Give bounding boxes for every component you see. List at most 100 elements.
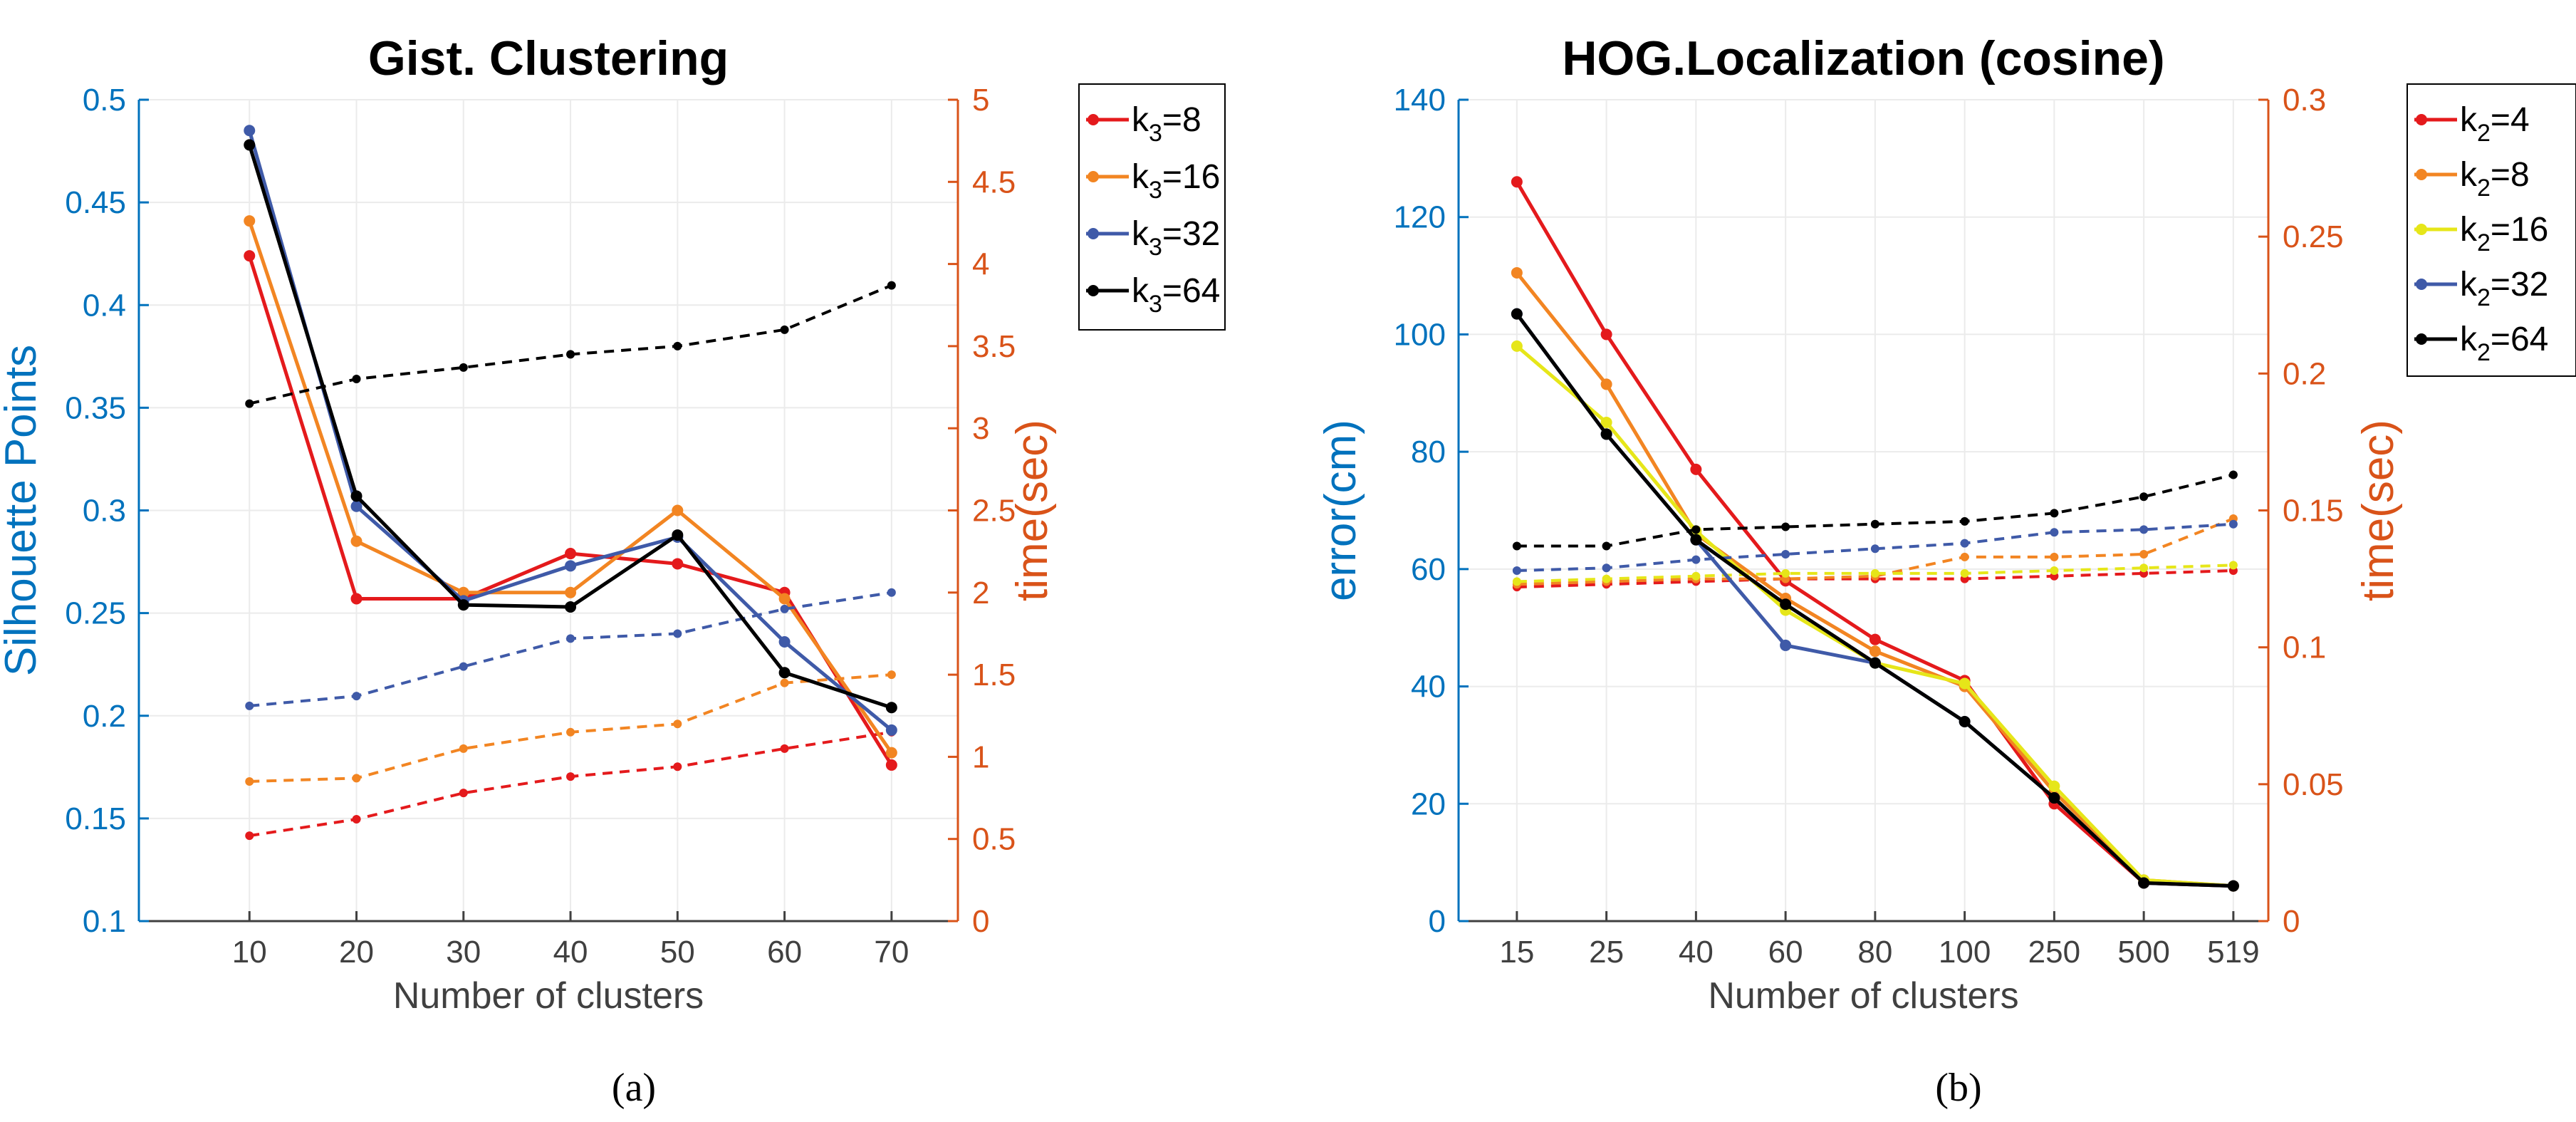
legend-label-sub: 2: [2477, 229, 2491, 256]
right-tick-label: 0.15: [2283, 494, 2344, 529]
x-tick-label: 70: [874, 935, 909, 970]
x-tick-label: 80: [1857, 935, 1892, 970]
left-tick-label: 0.1: [83, 904, 126, 939]
time-point: [1602, 541, 1611, 551]
time-point: [459, 744, 468, 753]
right-tick-label: 0.5: [972, 822, 1016, 857]
chart-title: Gist. Clustering: [368, 31, 729, 85]
x-tick-label: 10: [232, 935, 267, 970]
time-point: [352, 774, 361, 783]
legend-label-value: =64: [2491, 321, 2548, 358]
value-point: [350, 490, 363, 502]
legend-entry: k2=64: [2414, 321, 2548, 366]
x-tick-label: 40: [1679, 935, 1714, 970]
value-point: [350, 593, 363, 605]
time-point: [352, 375, 361, 384]
legend-label-sub: 3: [1149, 234, 1162, 261]
left-tick-label: 0.25: [65, 596, 126, 631]
time-point: [1602, 563, 1611, 573]
value-point: [1780, 639, 1792, 651]
time-point: [1781, 522, 1790, 531]
time-point: [1870, 544, 1879, 554]
x-tick-label: 250: [2028, 935, 2080, 970]
time-point: [2050, 509, 2059, 518]
legend-label-value: =8: [2491, 156, 2530, 194]
value-point: [1869, 633, 1881, 645]
legend-label-sub: 3: [1149, 177, 1162, 204]
legend-label: k3=32: [1132, 215, 1220, 261]
legend-label-value: =32: [1162, 215, 1220, 253]
legend-label: k2=16: [2460, 211, 2548, 256]
value-point: [2138, 877, 2150, 889]
time-point: [673, 629, 682, 638]
chart-caption: (a): [612, 1066, 656, 1110]
x-tick-label: 519: [2207, 935, 2259, 970]
value-point: [565, 586, 577, 598]
legend-entry: k2=32: [2414, 266, 2548, 311]
value-point: [778, 593, 791, 605]
legend-label-base: k: [1132, 101, 1149, 139]
right-axis-title: time(sec): [2354, 420, 2403, 601]
legend-entry: k2=16: [2414, 211, 2548, 256]
legend-label-base: k: [2460, 211, 2478, 249]
right-tick-label: 0.25: [2283, 219, 2344, 254]
time-point: [2228, 519, 2238, 529]
value-point: [885, 724, 897, 736]
legend-swatch-marker: [1088, 171, 1099, 182]
x-axis-title: Number of clusters: [393, 975, 704, 1017]
value-point: [1600, 328, 1612, 341]
right-tick-label: 0.1: [2283, 630, 2326, 665]
time-point: [352, 692, 361, 701]
value-point: [1959, 715, 1971, 727]
time-point: [566, 727, 575, 737]
series-4: [244, 139, 897, 714]
time-point: [566, 772, 575, 781]
left-tick-label: 0.35: [65, 390, 126, 425]
left-axis-title: error(cm): [1316, 420, 1365, 601]
legend-entry: k3=16: [1086, 158, 1220, 204]
time-point: [2139, 549, 2149, 559]
value-point: [885, 759, 897, 771]
right-tick-label: 0: [972, 904, 989, 939]
right-tick-label: 3.5: [972, 329, 1016, 364]
value-point: [1600, 378, 1612, 390]
legend-label-sub: 2: [2477, 175, 2491, 202]
time-point: [2228, 470, 2238, 479]
time-point: [1960, 516, 1969, 526]
left-tick-label: 0.3: [83, 494, 126, 529]
legend-swatch-marker: [1088, 228, 1099, 239]
left-tick-label: 120: [1394, 200, 1446, 235]
legend-swatch-marker: [2416, 224, 2427, 235]
time-point: [887, 281, 896, 290]
left-tick-label: 0.45: [65, 185, 126, 220]
legend-label-sub: 3: [1149, 291, 1162, 318]
legend-label-value: =8: [1162, 101, 1201, 139]
left-tick-label: 0.2: [83, 699, 126, 734]
time-point: [1512, 577, 1521, 586]
chart-1: 0.1 0.15 0.2 0.25 0.3 0.35 0.4 0.45 0.5 0 0.5 1 1.5 2…: [0, 31, 1226, 1110]
time-point: [1691, 525, 1701, 534]
time-point: [1870, 568, 1879, 578]
grid: [139, 99, 958, 922]
time-point: [673, 762, 682, 772]
legend-label: k2=64: [2460, 321, 2548, 366]
time-point: [1781, 549, 1790, 559]
right-tick-label: 5: [972, 83, 989, 118]
value-point: [885, 747, 897, 759]
time-point: [1960, 539, 1969, 548]
left-tick-label: 60: [1411, 552, 1446, 587]
x-tick-label: 60: [767, 935, 802, 970]
time-point: [887, 670, 896, 680]
left-tick-label: 80: [1411, 435, 1446, 469]
value-point: [565, 548, 577, 560]
legend-label-value: =16: [2491, 211, 2548, 249]
right-tick-label: 4.5: [972, 165, 1016, 199]
left-tick-label: 0.4: [83, 288, 126, 323]
value-point: [672, 504, 684, 516]
value-point: [2048, 780, 2060, 792]
time-point: [673, 341, 682, 350]
value-point: [672, 529, 684, 541]
